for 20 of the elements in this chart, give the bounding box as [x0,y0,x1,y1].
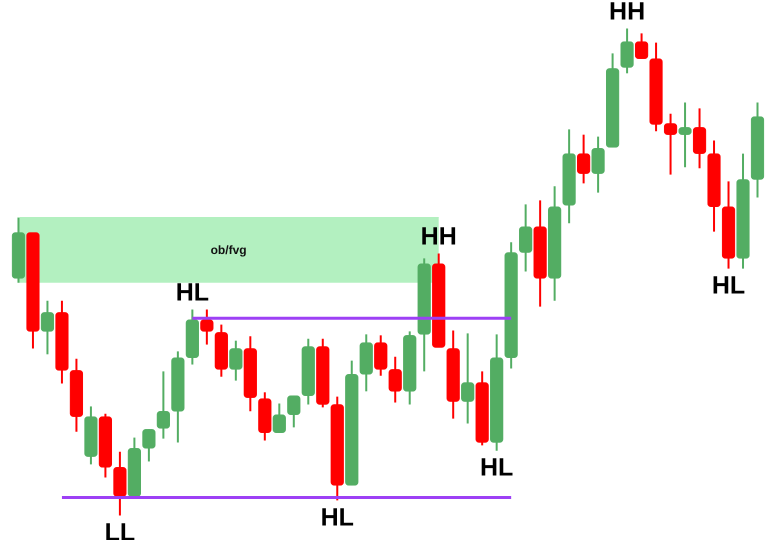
candlestick [678,102,692,168]
candlestick [142,428,156,462]
annotation: HL [480,454,514,482]
candlestick [156,370,170,440]
candlestick [664,112,678,176]
annotation: HL [320,503,354,532]
candlestick [577,134,590,184]
candlestick [200,308,214,346]
annotation: HL [712,272,746,300]
annotation: HH [609,0,646,26]
candlestick [388,356,402,404]
candlestick [40,300,54,356]
annotation: HH [420,222,457,251]
candlestick [634,32,648,60]
candlestick [287,394,300,428]
candlestick [461,332,474,424]
text: ob/fvg [210,243,247,258]
candlestick [272,402,286,434]
annotation: HL [176,278,210,307]
candlestick [229,340,242,382]
